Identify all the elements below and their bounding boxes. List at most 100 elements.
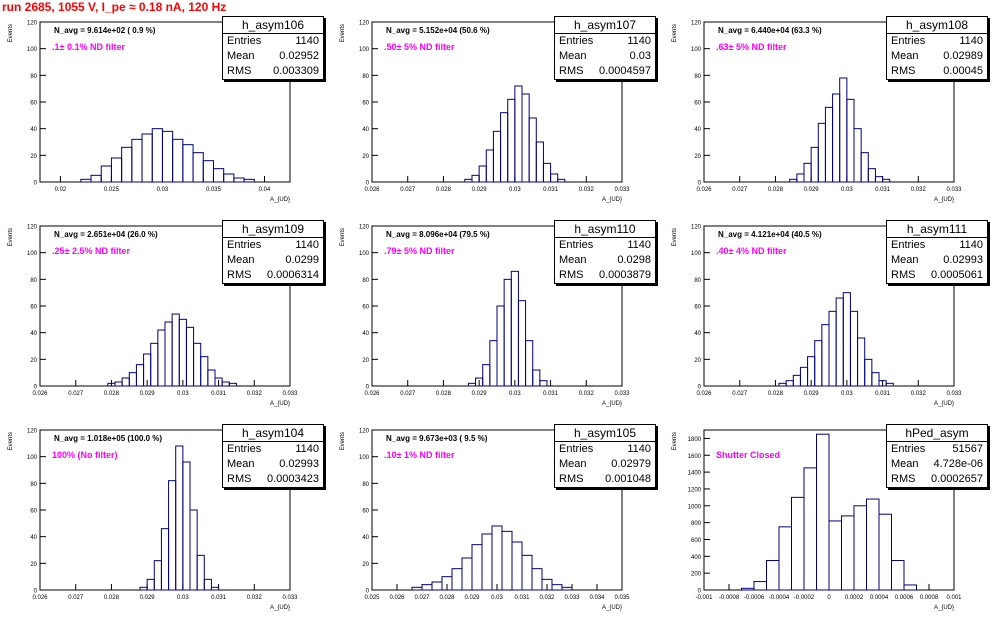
entries-value: 1140 (627, 239, 651, 251)
rms-label: RMS (891, 65, 916, 77)
x-tick-label: 0.001 (946, 595, 962, 601)
histogram-bin (532, 369, 541, 387)
stats-row-entries: Entries 1140 (887, 238, 987, 253)
y-tick-label: 40 (30, 127, 37, 133)
histogram-bin (803, 467, 817, 591)
x-tick-label: 0.027 (400, 187, 416, 193)
histogram-bin (810, 146, 819, 183)
histogram-bin (431, 581, 443, 591)
histogram-bin (857, 337, 866, 387)
entries-label: Entries (891, 35, 926, 47)
x-tick-label: 0 (827, 595, 831, 601)
y-tick-label: 40 (362, 127, 369, 133)
histogram-plot: 0 20 40 60 80 100 120 0.025 0.026 0.027 0.028 0.029… (340, 429, 630, 612)
entries-label: Entries (227, 239, 262, 251)
histogram-plot: 0 20 40 60 80 100 120 0.02 0.025 0.03 0.035 0.04 Eve… (8, 21, 291, 203)
y-axis-label: Events (8, 228, 14, 246)
y-tick-label: 40 (362, 535, 369, 541)
x-tick-label: 0.03 (157, 187, 169, 193)
y-tick-label: 1000 (688, 504, 702, 510)
entries-value: 1140 (627, 35, 651, 47)
stats-row-mean: Mean 0.0298 (555, 253, 655, 268)
x-tick-label: 0.032 (539, 595, 555, 601)
navg-label: N_avg = 5.152e+04 (50.6 %) (386, 26, 490, 35)
histogram-bin (531, 568, 543, 591)
y-tick-label: 800 (691, 521, 702, 527)
histogram-bin (90, 174, 102, 183)
y-tick-label: 120 (359, 429, 370, 435)
stats-row-mean: Mean 4.728e-06 (887, 457, 987, 472)
stats-box: h_asym104 Entries 1140 Mean 0.02993 RMS 0.0003… (222, 424, 324, 488)
histogram-plot: 020040060080010001200140016001800-0.001-… (672, 429, 962, 611)
histogram-bin (874, 176, 884, 183)
y-axis-label: Events (672, 24, 678, 42)
x-tick-label: 0.026 (364, 187, 380, 193)
x-tick-label: 0.025 (364, 595, 380, 601)
x-axis-label: A_{UD} (602, 401, 622, 407)
stats-row-mean: Mean 0.02952 (223, 49, 323, 64)
y-tick-label: 20 (362, 358, 369, 364)
histogram-bin (817, 122, 826, 183)
y-tick-label: 80 (694, 74, 701, 80)
histogram-bin (157, 329, 166, 387)
entries-label: Entries (227, 35, 262, 47)
stats-box: hPed_asym Entries 51567 Mean 4.728e-06 RMS 0.0… (886, 424, 988, 488)
navg-label: N_avg = 2.651e+04 (26.0 %) (54, 230, 158, 239)
histogram-bin (139, 586, 148, 591)
x-tick-label: 0.026 (32, 391, 48, 397)
x-tick-label: 0.025 (104, 187, 120, 193)
histogram-bin (80, 178, 92, 183)
filter-label: Shutter Closed (716, 450, 781, 460)
navg-label: N_avg = 8.096e+04 (79.5 %) (386, 230, 490, 239)
mean-value: 0.02993 (943, 254, 983, 266)
histogram-name: hPed_asym (887, 425, 987, 442)
stats-row-entries: Entries 1140 (223, 34, 323, 49)
histogram-bin (503, 278, 512, 387)
histogram-bin (221, 381, 230, 387)
stats-row-mean: Mean 0.02993 (887, 253, 987, 268)
x-tick-label: 0.028 (436, 187, 452, 193)
histogram-name: h_asym107 (555, 17, 655, 34)
x-tick-label: 0.0008 (920, 595, 939, 601)
rms-value: 0.0003423 (267, 473, 319, 485)
x-tick-label: 0.033 (282, 391, 298, 397)
histogram-bin (478, 165, 487, 183)
histogram-bin (835, 297, 844, 387)
mean-label: Mean (891, 458, 919, 470)
y-tick-label: 60 (694, 305, 701, 311)
y-tick-label: 200 (691, 572, 702, 578)
filter-label: .40± 4% ND filter (716, 246, 787, 256)
y-tick-label: 0 (366, 385, 370, 391)
histogram-bin (885, 382, 894, 387)
histogram-bin (866, 498, 880, 591)
mean-label: Mean (559, 50, 587, 62)
y-tick-label: 80 (362, 482, 369, 488)
histogram-bin (789, 178, 798, 183)
histogram-bin (175, 445, 184, 591)
histogram-bin (135, 364, 145, 387)
y-tick-label: 80 (30, 278, 37, 284)
x-axis-label: A_{UD} (934, 401, 954, 407)
y-tick-label: 1400 (688, 471, 702, 477)
y-axis-label: Events (8, 24, 14, 42)
histogram-bin (467, 382, 477, 387)
y-tick-label: 120 (27, 429, 38, 435)
y-tick-label: 600 (691, 538, 702, 544)
histogram-bin (828, 520, 842, 591)
x-tick-label: 0.028 (768, 187, 784, 193)
y-tick-label: 20 (30, 562, 37, 568)
entries-value: 1140 (295, 443, 319, 455)
histogram-bin (766, 560, 780, 591)
histogram-bin (496, 305, 505, 387)
stats-row-rms: RMS 0.003309 (223, 64, 323, 79)
x-tick-label: 0.027 (68, 595, 84, 601)
stats-box: h_asym105 Entries 1140 Mean 0.02979 RMS 0.0010… (554, 424, 656, 488)
rms-label: RMS (227, 473, 252, 485)
histogram-bin (411, 586, 423, 591)
histogram-bin (482, 364, 491, 387)
histogram-bin (203, 578, 212, 591)
y-tick-label: 0 (698, 589, 702, 595)
histogram-bin (207, 369, 216, 387)
x-tick-label: 0.026 (696, 391, 712, 397)
y-tick-label: 60 (362, 509, 369, 515)
